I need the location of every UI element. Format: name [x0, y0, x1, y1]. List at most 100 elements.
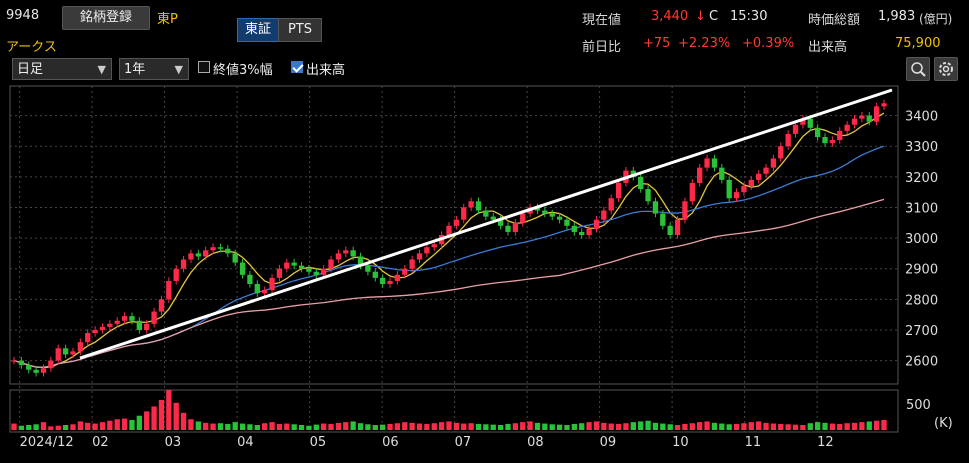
volume-bar: [210, 423, 216, 430]
candle-body: [866, 115, 872, 122]
period-select[interactable]: 1年 ▼: [119, 58, 189, 80]
y-tick-label: 3200: [905, 171, 938, 186]
volume-bar: [173, 402, 179, 430]
candle-body: [217, 247, 224, 249]
volume-bar: [195, 421, 201, 430]
candle-body: [121, 316, 128, 321]
register-button[interactable]: 銘柄登録: [62, 6, 150, 30]
volume-bar: [247, 424, 253, 430]
gear-icon: [939, 62, 953, 76]
candle-body: [453, 219, 460, 226]
volume-bar: [77, 421, 84, 430]
candle-body: [741, 186, 747, 193]
candle-body: [335, 253, 342, 260]
candle-body: [520, 213, 526, 223]
interval-select[interactable]: 日足 ▼: [12, 58, 112, 80]
candle-body: [166, 280, 172, 300]
candle-body: [77, 342, 84, 352]
candle-body: [468, 201, 474, 208]
volume-value: 75,900: [895, 36, 941, 51]
volume-bar: [33, 424, 39, 430]
opt-3pct-checkbox[interactable]: [198, 61, 210, 73]
volume-bar: [232, 422, 238, 430]
volume-bar: [497, 425, 504, 430]
stock-code: 9948: [6, 8, 40, 23]
candle-body: [11, 360, 17, 362]
current-label: 現在値: [582, 13, 622, 28]
volume-bar: [674, 425, 681, 430]
chevron-down-icon: ▼: [174, 63, 183, 76]
chevron-down-icon: ▼: [97, 63, 106, 76]
x-tick-label: 02: [92, 435, 109, 450]
volume-bar: [136, 415, 142, 430]
candle-body: [144, 323, 150, 330]
volume-bar: [866, 421, 872, 430]
candle-body: [719, 167, 725, 180]
volume-bar: [254, 425, 260, 430]
change-pct2: +0.39%: [742, 36, 795, 51]
x-tick-label: 03: [165, 435, 182, 450]
volume-bar: [394, 423, 401, 430]
volume-bar: [298, 425, 305, 430]
volume-bar: [239, 423, 246, 430]
candle-body: [829, 140, 836, 144]
candle-body: [704, 158, 710, 168]
candle-body: [210, 247, 216, 251]
change-abs: +75: [643, 36, 671, 51]
y-tick-label: 2800: [905, 293, 938, 308]
opt-volume-checkbox[interactable]: [291, 61, 303, 73]
volume-bar: [438, 422, 445, 430]
candle-body: [490, 216, 496, 220]
volume-bar: [26, 425, 32, 430]
candle-body: [873, 106, 880, 122]
volume-bar: [48, 426, 54, 430]
y-tick-label: 2600: [905, 355, 938, 370]
candle-body: [660, 213, 666, 226]
candle-body: [711, 158, 718, 168]
candle-body: [571, 225, 577, 232]
volume-bar: [99, 422, 106, 430]
x-tick-label: 04: [237, 435, 254, 450]
volume-bar: [114, 419, 120, 430]
price-chart[interactable]: 2600 2700 2800 2900 3000 3100 3200 3300 3400 202…: [0, 84, 969, 463]
volume-bar: [203, 422, 209, 430]
settings-button[interactable]: [934, 57, 958, 81]
zoom-button[interactable]: [906, 57, 930, 81]
volume-unit-label: (K): [934, 416, 953, 431]
volume-bar: [55, 425, 61, 430]
candle-body: [549, 213, 555, 217]
candle-body: [475, 201, 482, 211]
volume-bar: [11, 423, 17, 430]
candle-body: [379, 277, 386, 284]
candle-body: [328, 259, 334, 269]
volume-bar: [697, 422, 703, 430]
candle-body: [512, 222, 519, 232]
volume-bar: [549, 424, 555, 430]
volume-bar: [512, 423, 519, 430]
y-tick-label: 2900: [905, 263, 938, 278]
period-value: 1年: [124, 62, 146, 77]
candle-body: [313, 271, 319, 275]
volume-bar: [269, 422, 275, 430]
tab-tse[interactable]: 東証: [237, 18, 279, 42]
volume-bar: [608, 423, 614, 430]
candle-body: [343, 250, 349, 254]
candle-body: [505, 225, 511, 232]
y-axis-labels: 2600 2700 2800 2900 3000 3100 3200 3300 3400: [905, 110, 938, 370]
volume-bar: [284, 423, 290, 430]
x-tick-label: 05: [310, 435, 327, 450]
tab-pts[interactable]: PTS: [278, 18, 322, 42]
volume-bar: [660, 423, 666, 430]
mcap-label: 時価総額: [808, 13, 861, 28]
candle-body: [188, 253, 194, 260]
volume-bar: [719, 423, 725, 430]
candle-body: [247, 274, 253, 284]
candle-body: [689, 182, 695, 202]
candle-body: [556, 216, 563, 220]
candle-body: [542, 210, 548, 214]
volume-bar: [756, 421, 762, 430]
volume-bars: [11, 390, 887, 430]
interval-value: 日足: [17, 62, 44, 77]
candle-body: [837, 130, 843, 141]
trendline[interactable]: [79, 88, 893, 360]
